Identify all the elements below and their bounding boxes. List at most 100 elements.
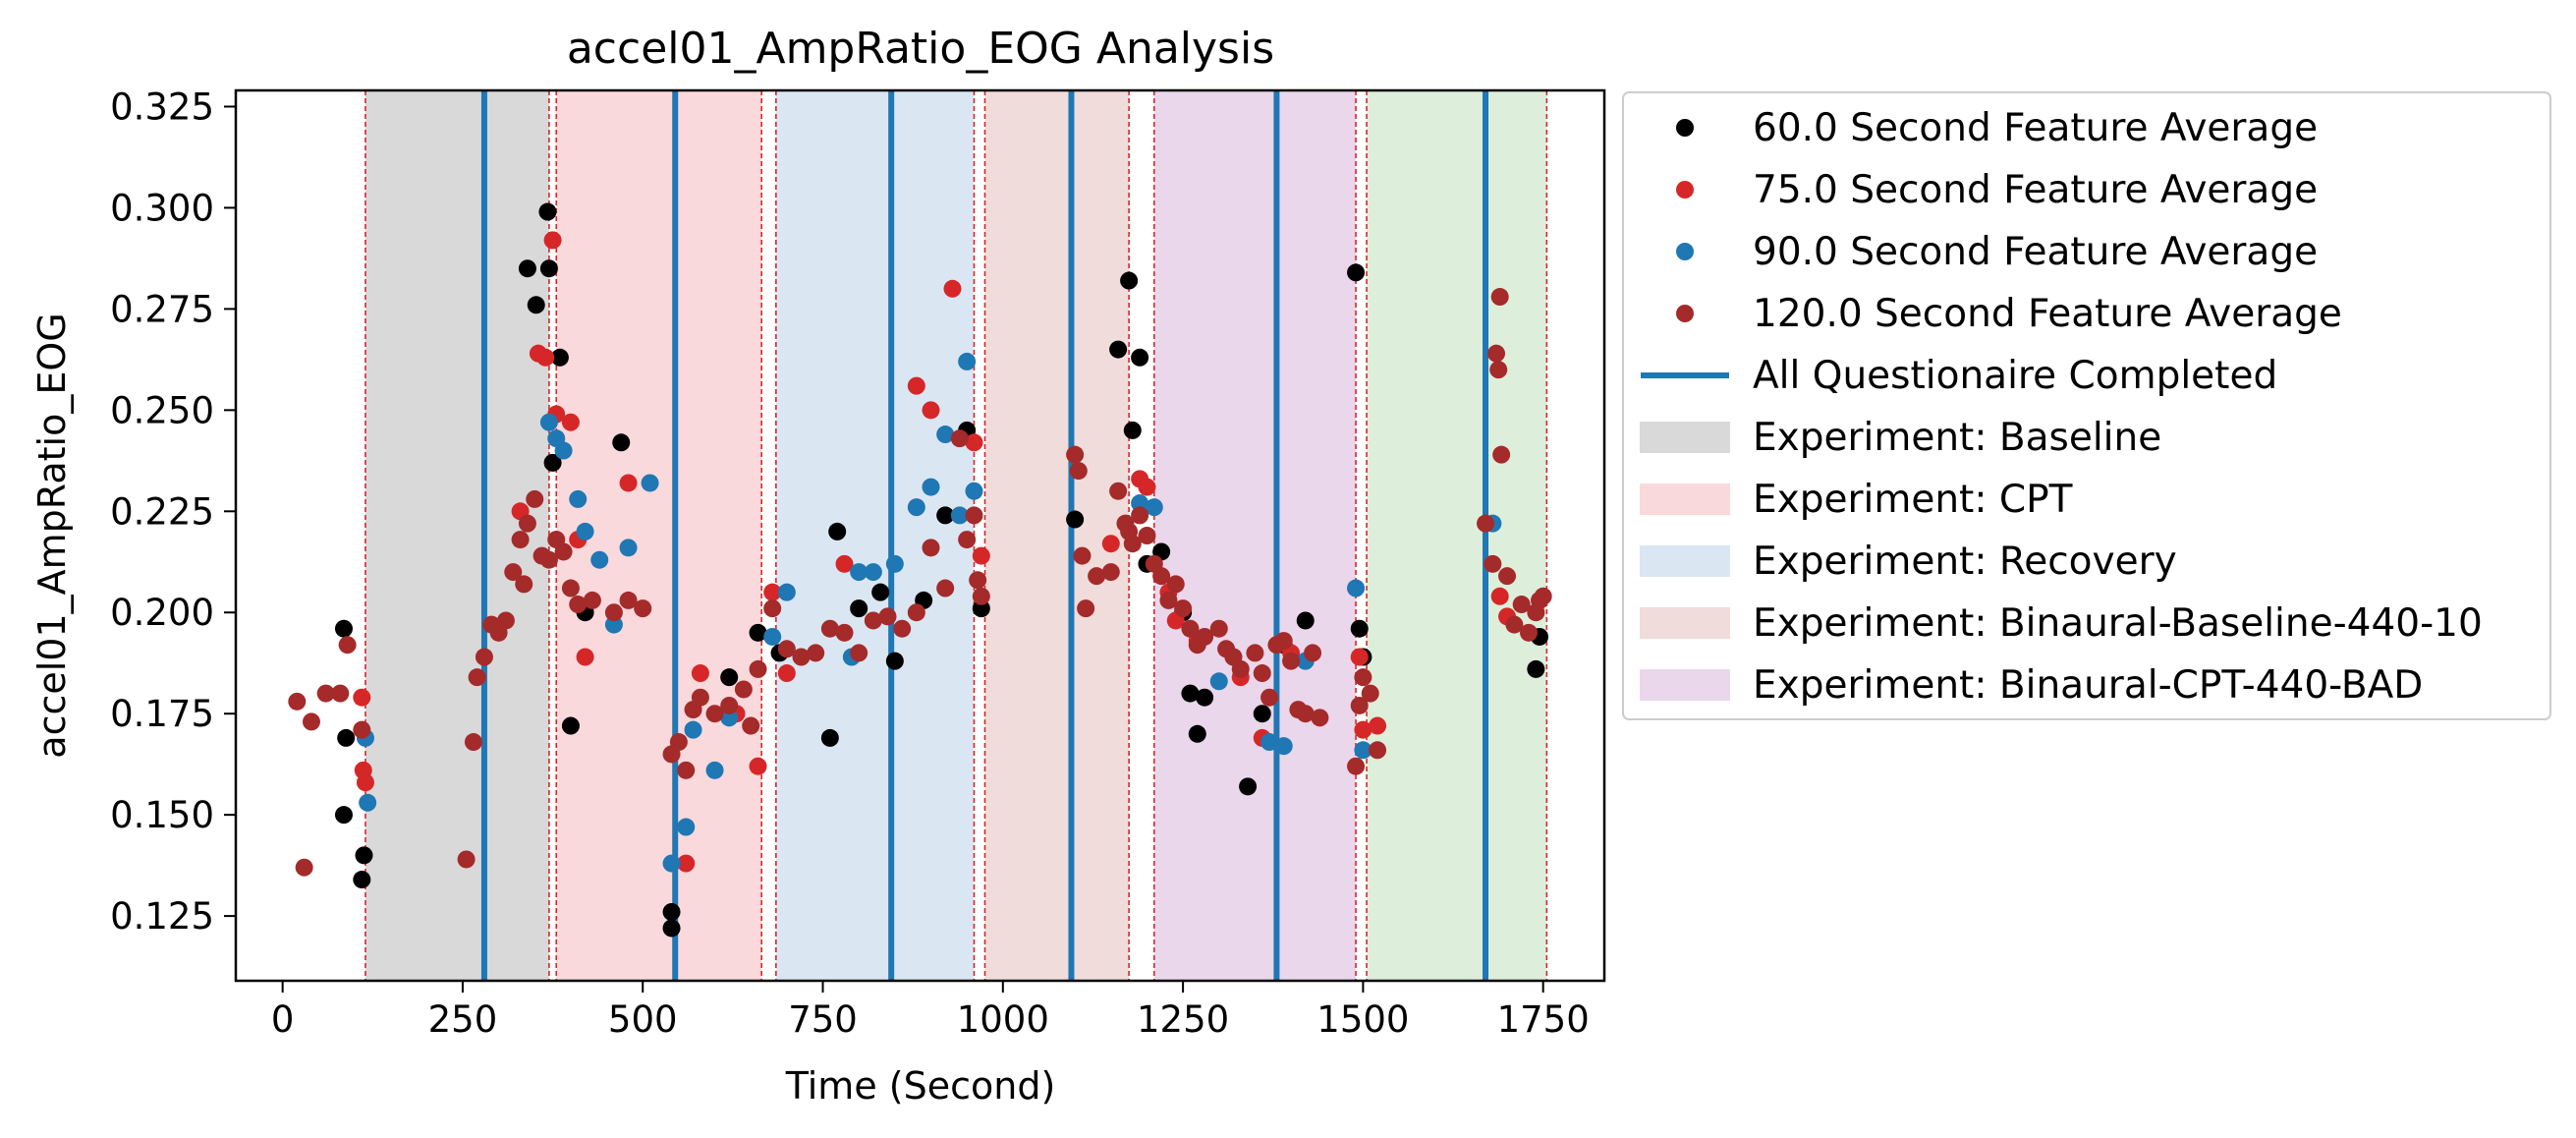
- point-s0-22: [871, 583, 890, 601]
- x-tick-label-0: 0: [271, 998, 295, 1041]
- point-s3-6: [353, 720, 371, 739]
- legend-patch-6: [1640, 484, 1730, 515]
- point-s2-17: [777, 583, 796, 601]
- point-s2-19: [850, 563, 868, 582]
- point-s3-57: [1066, 445, 1085, 464]
- point-s0-20: [828, 522, 847, 541]
- point-s3-44: [835, 623, 854, 642]
- point-s1-21: [943, 279, 962, 298]
- point-s3-27: [619, 591, 638, 609]
- y-tick-label-3: 0.200: [110, 592, 214, 634]
- point-s0-32: [1131, 348, 1149, 367]
- legend-label-1: 75.0 Second Feature Average: [1753, 168, 2318, 212]
- point-s3-2: [302, 712, 320, 731]
- point-s3-53: [958, 531, 977, 549]
- legend-label-5: Experiment: Baseline: [1753, 416, 2161, 460]
- point-s1-0: [353, 688, 371, 707]
- point-s3-31: [677, 761, 696, 779]
- point-s3-23: [561, 579, 580, 597]
- point-s3-100: [1490, 288, 1509, 307]
- point-s3-25: [583, 591, 601, 609]
- point-s3-58: [1069, 462, 1088, 481]
- point-s2-28: [1131, 494, 1149, 513]
- point-s2-24: [936, 426, 955, 444]
- point-s3-70: [1152, 567, 1171, 586]
- point-s3-3: [316, 684, 335, 703]
- y-tick-label-1: 0.150: [110, 794, 214, 836]
- y-tick-label-2: 0.175: [110, 693, 214, 735]
- point-s2-30: [1209, 672, 1228, 691]
- point-s3-48: [893, 619, 912, 638]
- point-s3-49: [907, 603, 925, 622]
- phase-band-3: [984, 90, 1130, 981]
- x-axis-label: Time (Second): [785, 1064, 1056, 1108]
- point-s3-40: [777, 640, 796, 658]
- point-s3-83: [1260, 688, 1279, 707]
- point-s3-82: [1253, 664, 1271, 683]
- point-s1-35: [1369, 716, 1387, 735]
- y-axis-label: accel01_AmpRatio_EOG: [30, 313, 74, 758]
- point-s3-54: [965, 506, 983, 525]
- point-s0-6: [527, 296, 545, 314]
- point-s3-108: [1534, 587, 1552, 605]
- chart-title: accel01_AmpRatio_EOG Analysis: [567, 24, 1274, 74]
- legend-patch-7: [1640, 545, 1730, 577]
- y-tick-label-6: 0.275: [110, 288, 214, 330]
- point-s3-60: [1077, 599, 1095, 618]
- legend-patch-5: [1640, 422, 1730, 453]
- point-s2-32: [1260, 733, 1279, 752]
- point-s3-5: [338, 636, 357, 654]
- point-s0-16: [720, 668, 739, 687]
- point-s3-4: [331, 684, 350, 703]
- point-s3-93: [1354, 668, 1372, 687]
- point-s3-97: [1484, 554, 1502, 573]
- point-s1-18: [835, 554, 854, 573]
- point-s1-6: [543, 231, 562, 250]
- point-s3-95: [1369, 741, 1387, 760]
- phase-band-4: [1153, 90, 1357, 981]
- point-s1-34: [1354, 720, 1372, 739]
- point-s1-16: [763, 583, 782, 601]
- point-s3-0: [288, 692, 307, 711]
- point-s3-63: [1109, 482, 1128, 500]
- point-s3-86: [1282, 652, 1301, 670]
- legend-label-8: Experiment: Binaural-Baseline-440-10: [1753, 601, 2483, 646]
- y-axis: 0.125 0.150 0.175 0.200 0.225 0.250 0.275 0.300…: [110, 85, 236, 938]
- point-s2-21: [885, 554, 904, 573]
- point-s2-27: [965, 482, 983, 500]
- series-3: [288, 288, 1552, 877]
- point-s2-11: [662, 854, 681, 873]
- phase-bands: [364, 90, 1547, 981]
- y-tick-label-7: 0.300: [110, 187, 214, 229]
- point-s2-25: [950, 506, 969, 525]
- point-s3-41: [792, 648, 811, 666]
- plot-frame: [234, 88, 1606, 983]
- point-s3-96: [1477, 514, 1495, 533]
- point-s1-17: [777, 664, 796, 683]
- point-s0-40: [1253, 705, 1271, 723]
- point-s3-88: [1296, 705, 1315, 723]
- point-s3-101: [1492, 445, 1511, 464]
- point-s3-104: [1512, 596, 1531, 614]
- point-s3-73: [1174, 599, 1193, 618]
- point-s1-33: [1350, 648, 1369, 666]
- point-s0-25: [936, 506, 955, 525]
- point-s3-99: [1489, 361, 1508, 379]
- point-s3-7: [457, 850, 476, 869]
- point-s2-12: [677, 818, 696, 836]
- point-s1-22: [965, 433, 983, 452]
- point-s3-90: [1311, 709, 1329, 727]
- point-s1-26: [1138, 478, 1156, 496]
- point-s1-23: [972, 546, 990, 565]
- legend-marker-1: [1676, 181, 1694, 199]
- point-s3-56: [972, 587, 990, 605]
- point-s2-36: [1354, 741, 1372, 760]
- x-tick-label-4: 1000: [957, 998, 1049, 1041]
- point-s3-17: [518, 514, 536, 533]
- point-s3-62: [1101, 563, 1120, 582]
- point-s3-14: [504, 563, 523, 582]
- point-s3-71: [1159, 591, 1178, 609]
- x-tick-label-2: 500: [608, 998, 678, 1041]
- point-s0-29: [1109, 340, 1128, 359]
- series-1: [353, 231, 1517, 873]
